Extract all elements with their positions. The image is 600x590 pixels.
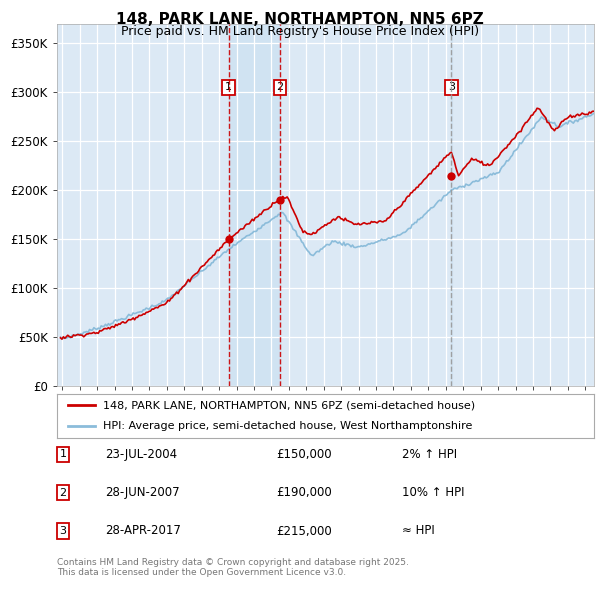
Text: Contains HM Land Registry data © Crown copyright and database right 2025.
This d: Contains HM Land Registry data © Crown c…: [57, 558, 409, 577]
Text: 28-APR-2017: 28-APR-2017: [105, 525, 181, 537]
Text: 1: 1: [59, 450, 67, 459]
Text: Price paid vs. HM Land Registry's House Price Index (HPI): Price paid vs. HM Land Registry's House …: [121, 25, 479, 38]
Text: 3: 3: [448, 83, 455, 93]
Text: £190,000: £190,000: [276, 486, 332, 499]
Bar: [451, 24, 452, 386]
Text: 148, PARK LANE, NORTHAMPTON, NN5 6PZ (semi-detached house): 148, PARK LANE, NORTHAMPTON, NN5 6PZ (se…: [103, 401, 475, 411]
Text: 2: 2: [277, 83, 284, 93]
Text: £150,000: £150,000: [276, 448, 332, 461]
Text: ≈ HPI: ≈ HPI: [402, 525, 435, 537]
Text: 3: 3: [59, 526, 67, 536]
Text: 28-JUN-2007: 28-JUN-2007: [105, 486, 179, 499]
Text: 23-JUL-2004: 23-JUL-2004: [105, 448, 177, 461]
Text: 148, PARK LANE, NORTHAMPTON, NN5 6PZ: 148, PARK LANE, NORTHAMPTON, NN5 6PZ: [116, 12, 484, 27]
Text: HPI: Average price, semi-detached house, West Northamptonshire: HPI: Average price, semi-detached house,…: [103, 421, 472, 431]
Bar: [229, 24, 280, 386]
Text: 1: 1: [225, 83, 232, 93]
Text: 2: 2: [59, 488, 67, 497]
Text: 2% ↑ HPI: 2% ↑ HPI: [402, 448, 457, 461]
Text: £215,000: £215,000: [276, 525, 332, 537]
Text: 10% ↑ HPI: 10% ↑ HPI: [402, 486, 464, 499]
